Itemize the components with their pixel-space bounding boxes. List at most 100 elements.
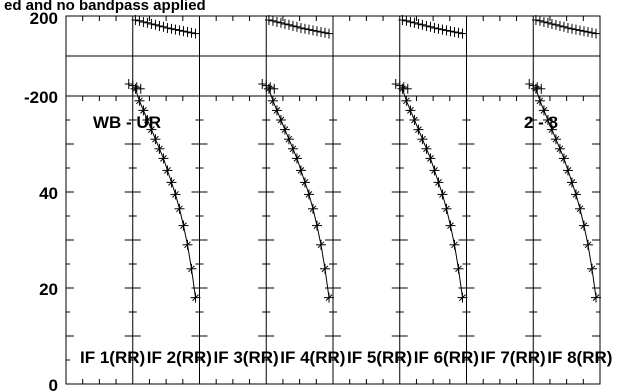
- phase-point: [414, 19, 423, 29]
- phase-point: [559, 21, 568, 32]
- point-mark: [588, 265, 596, 273]
- phase-point: [575, 25, 584, 36]
- phase-point: [535, 15, 544, 26]
- phase-point: [324, 28, 333, 39]
- amplitude-point: [437, 189, 448, 200]
- amplitude-point: [162, 165, 173, 176]
- phase-point: [143, 17, 152, 28]
- amplitude-point: [186, 263, 197, 274]
- point-mark: [285, 135, 293, 143]
- amplitude-line: [134, 88, 196, 298]
- point-mark: [188, 265, 195, 273]
- point-mark: [447, 222, 454, 229]
- point-mark: [156, 145, 163, 153]
- phase-point: [533, 82, 542, 93]
- amplitude-point: [303, 189, 314, 200]
- phase-point: [454, 27, 463, 38]
- phase-point: [571, 24, 580, 35]
- amplitude-point: [311, 220, 322, 231]
- phase-point: [529, 80, 538, 91]
- phase-point: [171, 24, 180, 35]
- phase-point: [567, 23, 576, 34]
- point-mark: [427, 155, 434, 162]
- phase-point: [434, 23, 443, 34]
- point-mark: [168, 179, 175, 186]
- phase-point: [300, 23, 309, 34]
- point-mark: [289, 145, 297, 153]
- phase-point: [430, 23, 439, 33]
- phase-point: [280, 19, 289, 29]
- amplitude-point: [425, 153, 436, 164]
- amplitude-point: [158, 153, 169, 164]
- point-mark: [423, 145, 430, 153]
- phase-point: [262, 80, 271, 91]
- amplitude-point: [279, 124, 290, 135]
- amplitude-point: [178, 220, 189, 231]
- amplitude-point: [570, 189, 581, 200]
- amplitude-tick-label: 40: [39, 184, 58, 203]
- amplitude-point: [409, 115, 420, 125]
- phase-point: [399, 82, 408, 93]
- point-mark: [592, 294, 600, 301]
- point-mark: [277, 116, 285, 124]
- axis-ticks: [66, 16, 600, 384]
- amplitude-point: [182, 239, 193, 250]
- phase-point: [551, 19, 560, 30]
- phase-point: [458, 28, 467, 39]
- phase-point: [159, 21, 168, 32]
- phase-point: [579, 26, 588, 37]
- amplitude-point: [582, 239, 593, 250]
- phase-point: [539, 17, 548, 27]
- panel-label: IF 2(RR): [147, 348, 212, 367]
- point-mark: [540, 107, 548, 114]
- amplitude-point: [283, 134, 294, 145]
- point-mark: [548, 126, 556, 133]
- amplitude-point: [295, 165, 306, 176]
- phase-point: [264, 15, 273, 25]
- phase-point: [410, 17, 419, 28]
- panel-label: IF 5(RR): [347, 348, 412, 367]
- point-mark: [459, 294, 466, 301]
- phase-point: [128, 80, 137, 91]
- point-mark: [176, 205, 183, 213]
- amplitude-point: [429, 165, 440, 176]
- point-mark: [281, 126, 289, 133]
- point-mark: [455, 265, 462, 273]
- point-mark: [576, 205, 584, 213]
- phase-point: [183, 27, 192, 37]
- phase-point: [525, 79, 534, 89]
- phase-point: [418, 19, 427, 30]
- phase-point: [132, 82, 141, 93]
- amplitude-point: [413, 124, 424, 135]
- point-mark: [572, 191, 580, 198]
- amplitude-point: [307, 203, 318, 214]
- point-mark: [293, 155, 301, 162]
- point-mark: [152, 135, 159, 143]
- phase-point: [124, 79, 133, 89]
- point-mark: [317, 241, 325, 249]
- chart-title: ed and no bandpass applied: [4, 0, 206, 14]
- phase-point: [395, 80, 404, 91]
- phase-point: [563, 23, 572, 33]
- point-mark: [439, 191, 446, 198]
- amplitude-point: [150, 134, 161, 145]
- amplitude-point: [558, 153, 569, 164]
- phase-point: [163, 23, 172, 33]
- baseline-label: WB - UR: [93, 113, 161, 132]
- amplitude-point: [562, 165, 573, 176]
- panel-label: IF 6(RR): [414, 348, 479, 367]
- phase-point: [266, 82, 275, 93]
- baseline-range-label: 2 - 8: [524, 113, 558, 132]
- amplitude-point: [405, 105, 416, 116]
- amplitude-point: [174, 203, 185, 214]
- point-mark: [172, 191, 179, 198]
- phase-point: [304, 24, 313, 35]
- phase-point: [537, 83, 546, 94]
- point-mark: [273, 107, 281, 114]
- point-mark: [411, 116, 418, 124]
- phase-point: [270, 83, 279, 94]
- point-mark: [443, 205, 450, 213]
- point-mark: [407, 107, 414, 114]
